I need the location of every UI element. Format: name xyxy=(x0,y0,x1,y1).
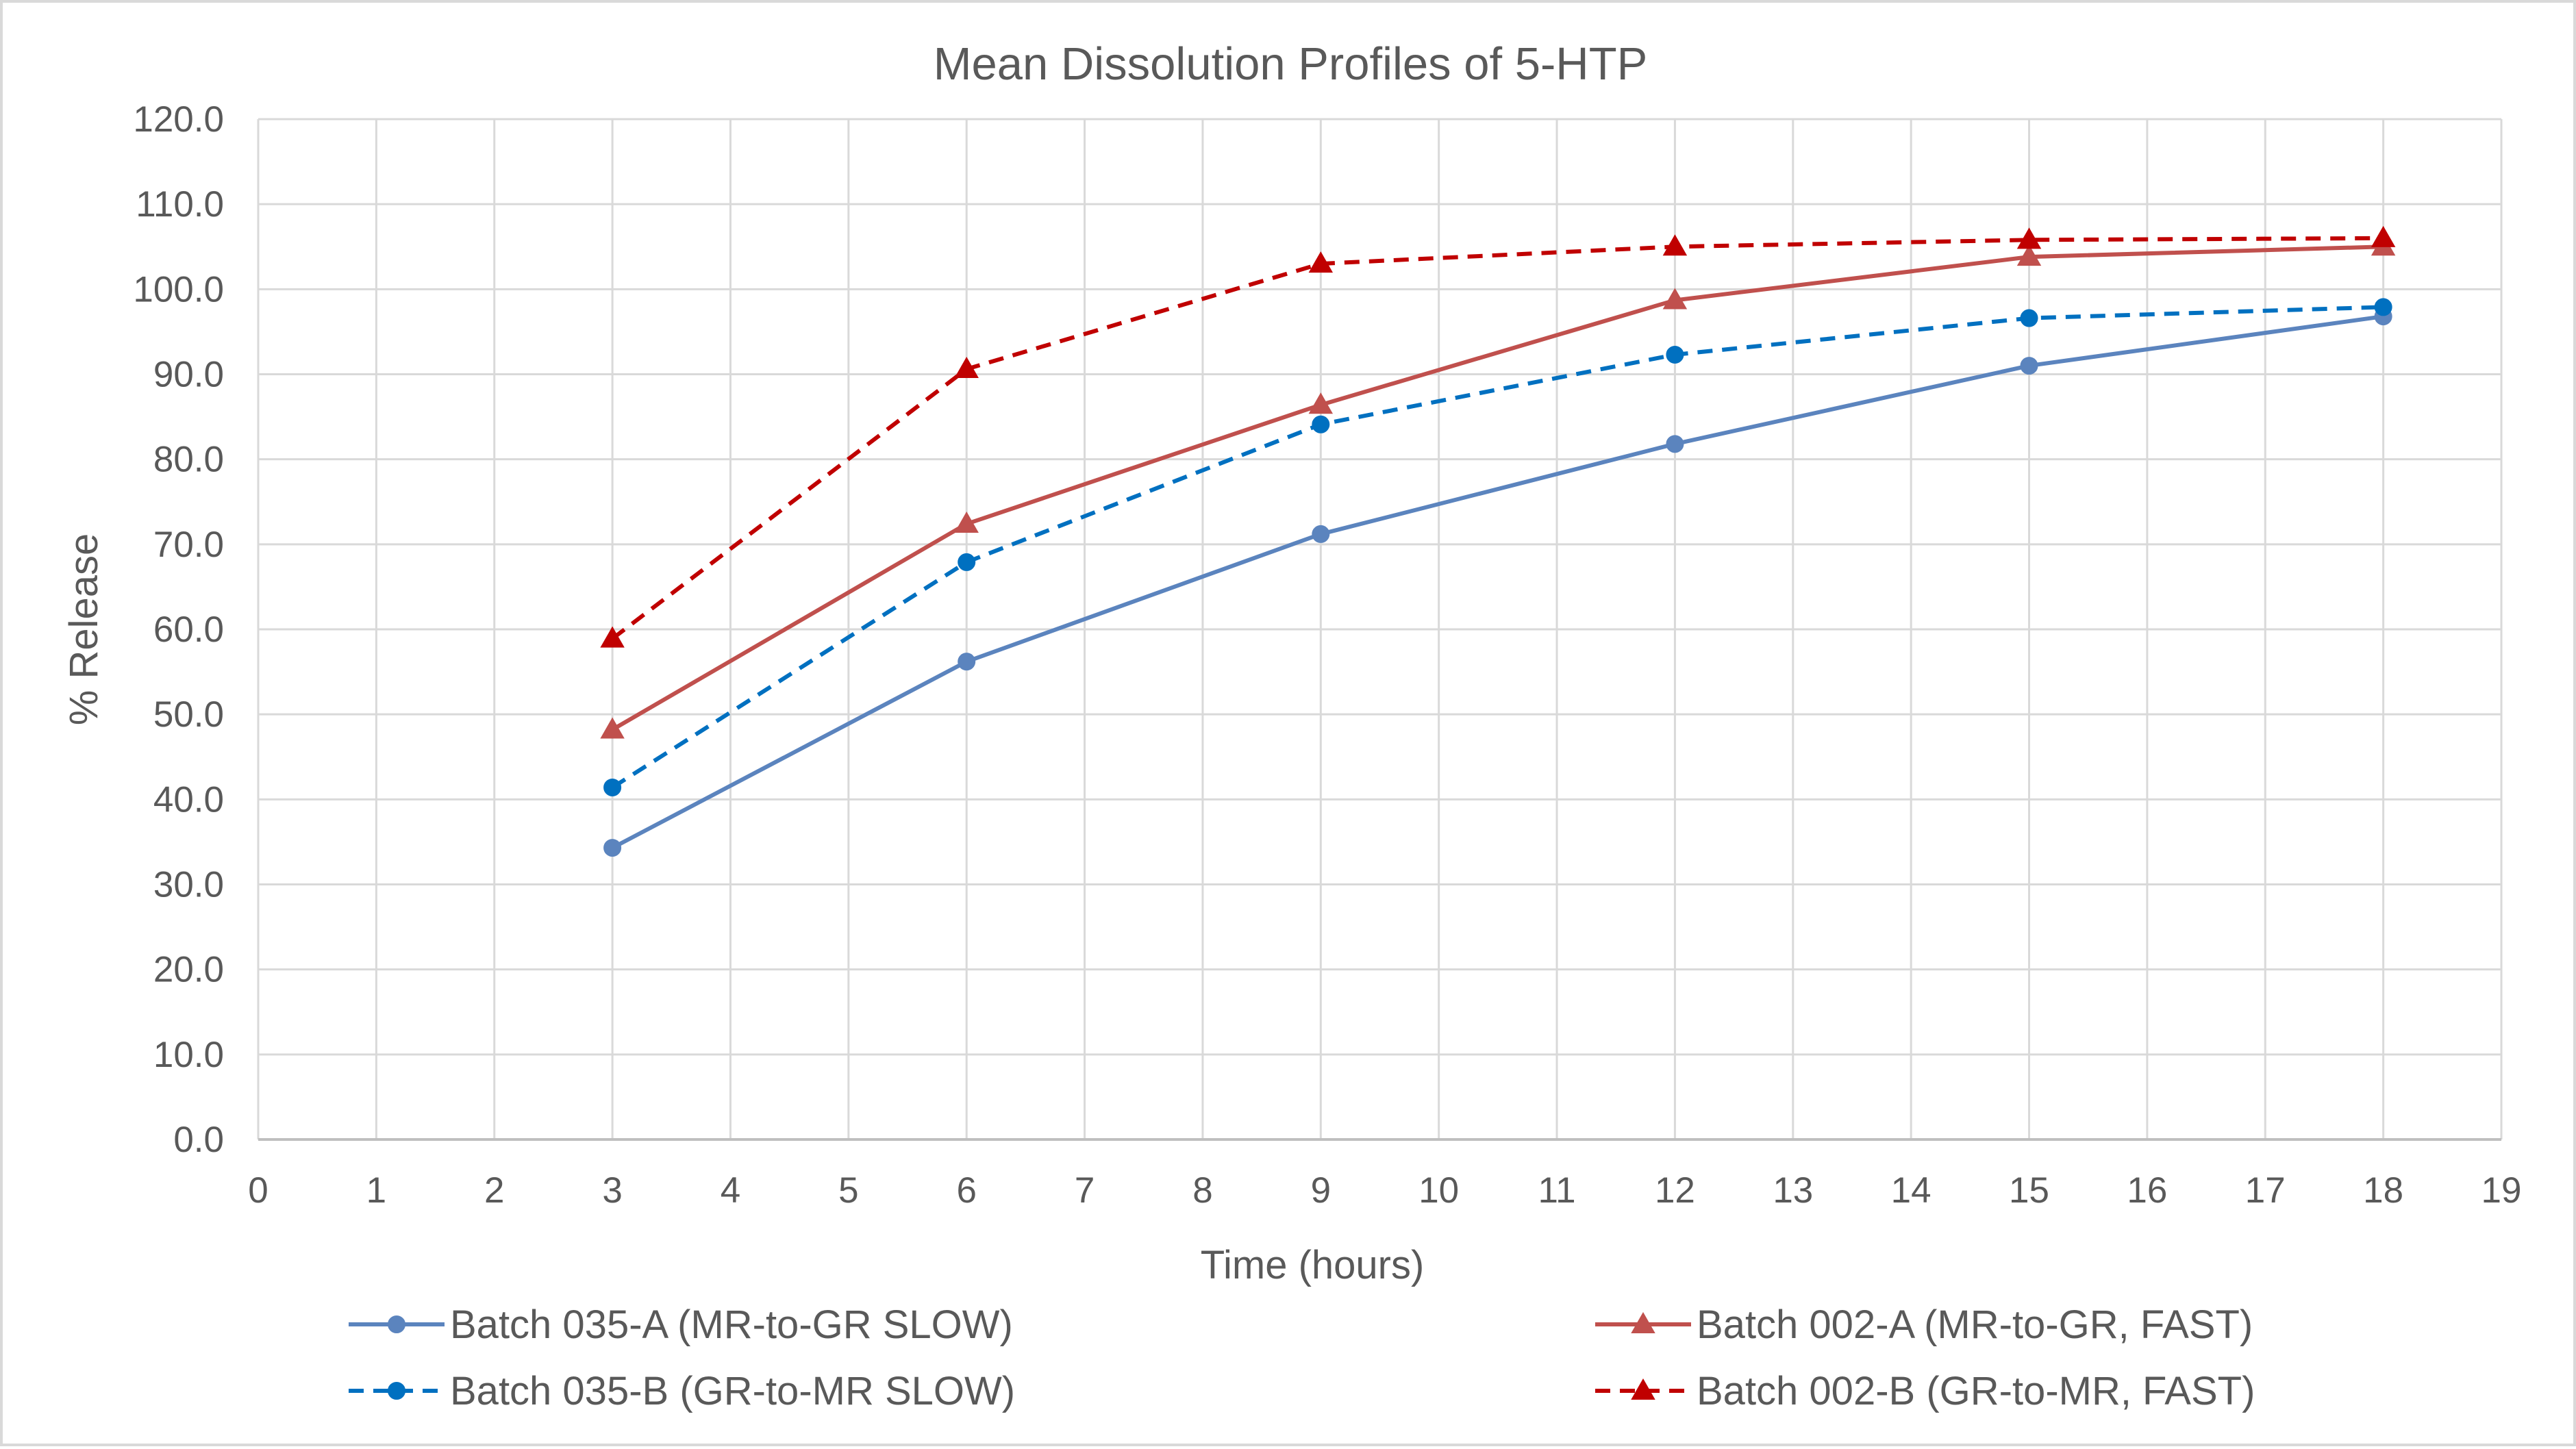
y-tick-label: 60.0 xyxy=(153,609,224,650)
series-line xyxy=(611,236,2384,641)
y-tick-label: 90.0 xyxy=(153,355,224,395)
x-tick-label: 11 xyxy=(1538,1170,1576,1211)
legend-item: Batch 002-B (GR-to-MR, FAST) xyxy=(1595,1369,2255,1413)
legend-label: Batch 035-A (MR-to-GR SLOW) xyxy=(450,1302,1013,1347)
data-point xyxy=(1631,1311,1655,1333)
data-point xyxy=(1662,288,1688,310)
y-tick-label: 120.0 xyxy=(133,99,224,140)
series xyxy=(603,307,2392,857)
legend-item: Batch 035-A (MR-to-GR SLOW) xyxy=(349,1302,1013,1347)
x-tick-label: 1 xyxy=(366,1170,386,1211)
data-point xyxy=(388,1382,405,1400)
data-point xyxy=(954,512,979,533)
y-axis-title: % Release xyxy=(62,533,106,725)
x-tick-label: 19 xyxy=(2481,1170,2522,1211)
y-tick-label: 80.0 xyxy=(153,440,224,480)
axes: 0 1 2 3 4 5 6 7 8 9 10 11 12 13 14 15 16 17 18 190.010.020.… xyxy=(133,99,2521,1211)
legend-label: Batch 035-B (GR-to-MR SLOW) xyxy=(450,1369,1015,1413)
y-tick-label: 50.0 xyxy=(153,694,224,735)
x-tick-label: 7 xyxy=(1075,1170,1095,1211)
data-point xyxy=(1312,415,1330,433)
x-tick-label: 5 xyxy=(838,1170,858,1211)
y-tick-label: 70.0 xyxy=(153,525,224,565)
x-tick-label: 16 xyxy=(2127,1170,2167,1211)
y-tick-label: 40.0 xyxy=(153,779,224,820)
data-point xyxy=(1631,1378,1655,1400)
data-point xyxy=(1308,251,1334,273)
data-point xyxy=(2016,227,2042,249)
data-point xyxy=(603,778,622,796)
series-line xyxy=(611,305,2384,790)
data-point xyxy=(600,717,625,739)
x-tick-label: 0 xyxy=(248,1170,268,1211)
x-tick-label: 3 xyxy=(602,1170,622,1211)
x-tick-label: 6 xyxy=(956,1170,976,1211)
legend-item: Batch 035-B (GR-to-MR SLOW) xyxy=(349,1369,1015,1413)
y-tick-label: 110.0 xyxy=(136,184,224,225)
legend-label: Batch 002-B (GR-to-MR, FAST) xyxy=(1697,1369,2255,1413)
x-tick-label: 14 xyxy=(1891,1170,1931,1211)
data-point xyxy=(2020,357,2038,375)
x-tick-label: 18 xyxy=(2363,1170,2403,1211)
x-tick-label: 12 xyxy=(1655,1170,1695,1211)
x-tick-label: 9 xyxy=(1311,1170,1331,1211)
data-point xyxy=(954,357,979,379)
data-point xyxy=(2374,298,2392,316)
x-tick-label: 4 xyxy=(721,1170,740,1211)
x-tick-label: 10 xyxy=(1418,1170,1459,1211)
data-point xyxy=(2020,309,2038,327)
x-axis-title: Time (hours) xyxy=(1201,1243,1425,1287)
data-point xyxy=(603,839,622,857)
y-tick-label: 0.0 xyxy=(173,1120,224,1160)
data-point xyxy=(1662,234,1688,256)
data-point xyxy=(958,553,976,571)
y-tick-label: 20.0 xyxy=(153,950,224,990)
series xyxy=(600,225,2396,648)
data-point xyxy=(600,626,625,648)
y-tick-label: 10.0 xyxy=(153,1035,224,1075)
y-tick-label: 100.0 xyxy=(133,269,224,310)
data-point xyxy=(1312,525,1330,543)
data-point xyxy=(2016,244,2042,266)
data-point xyxy=(1666,345,1684,364)
x-tick-label: 13 xyxy=(1773,1170,1813,1211)
series-line xyxy=(611,244,2384,732)
series-layer xyxy=(600,225,2396,857)
grid xyxy=(258,118,2503,1139)
data-point xyxy=(1666,435,1684,453)
legend-label: Batch 002-A (MR-to-GR, FAST) xyxy=(1697,1302,2253,1347)
series xyxy=(603,298,2392,796)
legend: Batch 035-A (MR-to-GR SLOW) Batch 002-A (… xyxy=(349,1302,2255,1413)
data-point xyxy=(388,1315,405,1333)
series xyxy=(600,234,2396,739)
chart-title: Mean Dissolution Profiles of 5-HTP xyxy=(934,38,1648,90)
legend-item: Batch 002-A (MR-to-GR, FAST) xyxy=(1595,1302,2253,1347)
series-line xyxy=(611,314,2384,850)
data-point xyxy=(958,653,976,671)
x-tick-label: 15 xyxy=(2009,1170,2049,1211)
data-point xyxy=(2371,225,2396,247)
x-tick-label: 17 xyxy=(2245,1170,2286,1211)
data-point xyxy=(1308,392,1334,414)
x-tick-label: 8 xyxy=(1192,1170,1212,1211)
x-tick-label: 2 xyxy=(484,1170,504,1211)
y-tick-label: 30.0 xyxy=(153,865,224,905)
